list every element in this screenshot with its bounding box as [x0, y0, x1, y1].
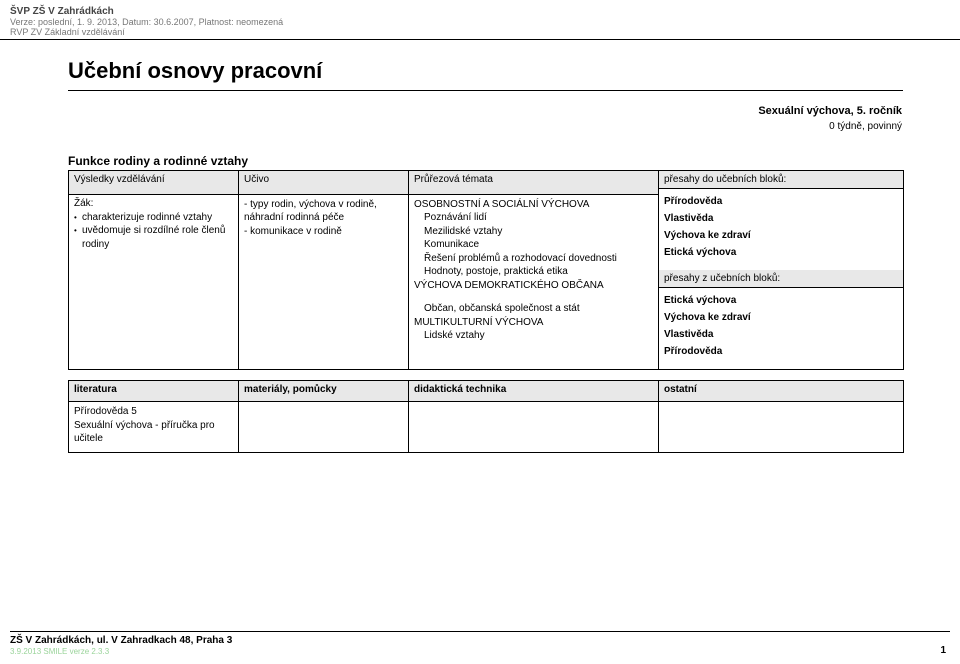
resources-header-row: literatura materiály, pomůcky didaktická…: [69, 381, 904, 402]
overlaps-from-box: Etická výchova Výchova ke zdraví Vlastiv…: [659, 288, 903, 369]
crosscut-sub: Občan, občanská společnost a stát: [414, 302, 653, 316]
overlaps-from-header: přesahy z učebních bloků:: [659, 270, 903, 288]
lit-line: Přírodověda 5: [74, 405, 233, 419]
overlap-from-item: Přírodověda: [664, 346, 898, 357]
overlap-to-item: Výchova ke zdraví: [664, 230, 898, 241]
crosscut-sub: Mezilidské vztahy: [414, 225, 653, 239]
footer-rule: ZŠ V Zahrádkách, ul. V Zahradkach 48, Pr…: [10, 631, 950, 656]
col-header-didactic: didaktická technika: [409, 381, 659, 402]
col-header-content: Učivo: [239, 171, 409, 195]
outcome-item: charakterizuje rodinné vztahy: [74, 211, 233, 225]
doc-header-rvp: RVP ZV Základní vzdělávání: [10, 27, 950, 37]
cell-content: - typy rodin, výchova v rodině, náhradní…: [239, 194, 409, 369]
footer-version: 3.9.2013 SMILE verze 2.3.3: [10, 647, 950, 656]
col-header-outcomes: Výsledky vzdělávání: [69, 171, 239, 195]
page-footer: ZŠ V Zahrádkách, ul. V Zahradkach 48, Pr…: [0, 631, 960, 656]
pupil-label: Žák:: [74, 198, 233, 209]
overlap-from-item: Vlastivěda: [664, 329, 898, 340]
cell-outcomes: Žák: charakterizuje rodinné vztahy uvědo…: [69, 194, 239, 369]
doc-header-version: Verze: poslední, 1. 9. 2013, Datum: 30.6…: [10, 17, 950, 27]
col-overlaps: přesahy do učebních bloků: Přírodověda V…: [659, 171, 904, 370]
cell-crosscut: OSOBNOSTNÍ A SOCIÁLNÍ VÝCHOVA Poznávání …: [409, 194, 659, 369]
overlaps-to-header: přesahy do učebních bloků:: [659, 171, 903, 189]
curriculum-table: Výsledky vzdělávání Učivo Průřezová téma…: [68, 170, 904, 370]
overlap-to-item: Vlastivěda: [664, 213, 898, 224]
crosscut-theme: VÝCHOVA DEMOKRATICKÉHO OBČANA: [414, 279, 653, 293]
meta-right: Sexuální výchova, 5. ročník 0 týdně, pov…: [0, 105, 960, 132]
crosscut-sub: Poznávání lidí: [414, 211, 653, 225]
crosscut-sub: Komunikace: [414, 238, 653, 252]
cell-materials: [239, 402, 409, 453]
overlap-to-item: Přírodověda: [664, 196, 898, 207]
title-divider: [68, 90, 903, 91]
cell-didactic: [409, 402, 659, 453]
crosscut-sub: Řešení problémů a rozhodovací dovednosti: [414, 252, 653, 266]
crosscut-theme: MULTIKULTURNÍ VÝCHOVA: [414, 316, 653, 330]
content-line: - typy rodin, výchova v rodině, náhradní…: [244, 198, 403, 225]
spacer: [414, 292, 653, 302]
col-header-literature: literatura: [69, 381, 239, 402]
table-header-row: Výsledky vzdělávání Učivo Průřezová téma…: [69, 171, 904, 195]
overlap-to-item: Etická výchova: [664, 247, 898, 258]
section-heading: Funkce rodiny a rodinné vztahy: [0, 154, 960, 168]
doc-header: ŠVP ZŠ V Zahrádkách Verze: poslední, 1. …: [0, 0, 960, 40]
col-header-crosscut: Průřezová témata: [409, 171, 659, 195]
crosscut-sub: Hodnoty, postoje, praktická etika: [414, 265, 653, 279]
col-header-other: ostatní: [659, 381, 904, 402]
cell-other: [659, 402, 904, 453]
content-line: - komunikace v rodině: [244, 225, 403, 239]
page-number: 1: [940, 645, 946, 656]
crosscut-sub: Lidské vztahy: [414, 329, 653, 343]
col-header-materials: materiály, pomůcky: [239, 381, 409, 402]
subject-line: Sexuální výchova, 5. ročník: [0, 105, 902, 117]
frequency-line: 0 týdně, povinný: [0, 121, 902, 132]
overlap-from-item: Výchova ke zdraví: [664, 312, 898, 323]
footer-school: ZŠ V Zahrádkách, ul. V Zahradkach 48, Pr…: [10, 635, 950, 646]
overlaps-to-box: Přírodověda Vlastivěda Výchova ke zdraví…: [659, 189, 903, 270]
crosscut-theme: OSOBNOSTNÍ A SOCIÁLNÍ VÝCHOVA: [414, 198, 653, 212]
cell-literature: Přírodověda 5 Sexuální výchova - příručk…: [69, 402, 239, 453]
resources-table: literatura materiály, pomůcky didaktická…: [68, 380, 904, 453]
outcomes-list: charakterizuje rodinné vztahy uvědomuje …: [74, 211, 233, 252]
resources-body-row: Přírodověda 5 Sexuální výchova - příručk…: [69, 402, 904, 453]
outcome-item: uvědomuje si rozdílné role členů rodiny: [74, 224, 233, 251]
page-title: Učební osnovy pracovní: [68, 58, 960, 84]
doc-header-title: ŠVP ZŠ V Zahrádkách: [10, 6, 950, 17]
overlap-from-item: Etická výchova: [664, 295, 898, 306]
title-block: Učební osnovy pracovní: [0, 40, 960, 91]
lit-line: Sexuální výchova - příručka pro učitele: [74, 419, 233, 446]
